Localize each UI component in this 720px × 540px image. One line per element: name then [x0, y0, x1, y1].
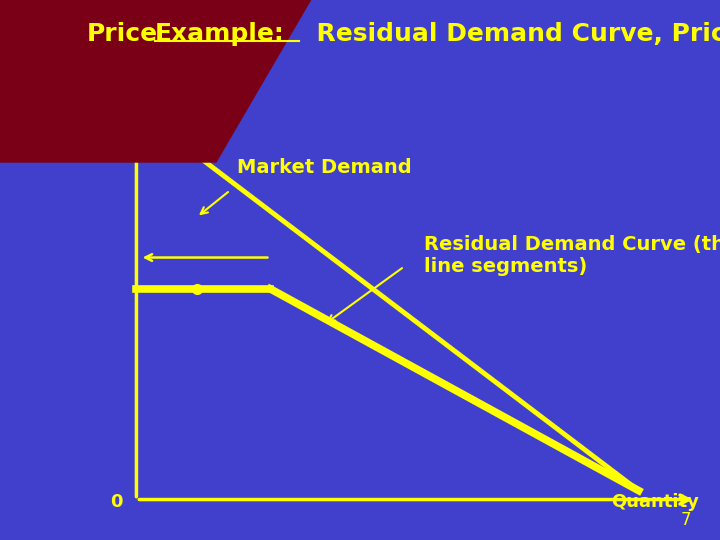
Text: 0: 0 — [111, 493, 123, 511]
Text: Price: Price — [109, 69, 161, 87]
Text: Quantity: Quantity — [611, 493, 699, 511]
Text: Example:: Example: — [155, 22, 284, 45]
Text: Residual Demand Curve, Price Setting: Residual Demand Curve, Price Setting — [299, 22, 720, 45]
Text: Residual Demand Curve (thickened
line segments): Residual Demand Curve (thickened line se… — [424, 235, 720, 276]
Text: Market Demand: Market Demand — [237, 158, 412, 177]
Text: Price: Price — [86, 22, 158, 45]
Text: 7: 7 — [680, 511, 691, 529]
